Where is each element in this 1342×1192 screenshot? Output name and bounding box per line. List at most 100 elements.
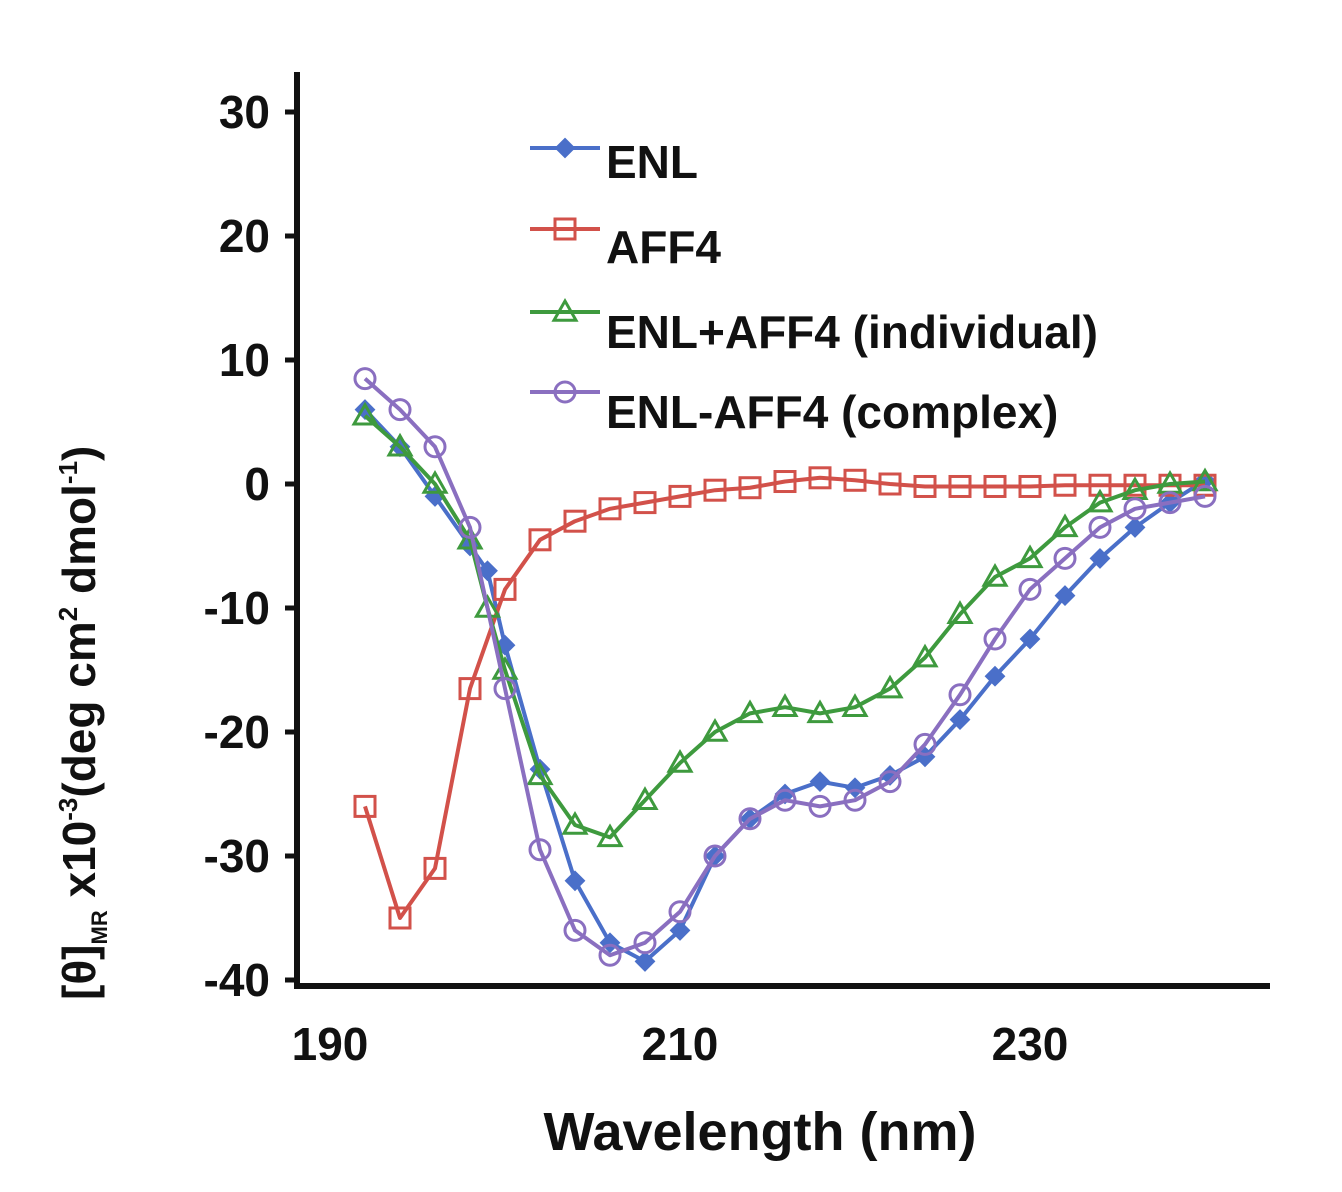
data-point	[421, 469, 449, 494]
data-point	[949, 709, 971, 731]
data-point	[771, 693, 799, 717]
y-axis-title-part1: x10	[53, 821, 105, 911]
data-point	[946, 600, 974, 624]
data-point	[738, 807, 762, 831]
data-point	[669, 919, 691, 941]
data-point	[631, 786, 659, 810]
y-tick-label: -20	[204, 706, 270, 758]
data-point	[878, 472, 902, 496]
x-tick-label: 230	[992, 1018, 1069, 1070]
y-axis-title-part2: (deg cm	[53, 621, 105, 797]
y-tick-label: 30	[219, 86, 270, 138]
legend-label: AFF4	[606, 221, 721, 273]
data-point	[596, 823, 624, 848]
data-point	[1123, 473, 1147, 497]
data-point	[913, 732, 937, 756]
data-point	[1193, 484, 1217, 508]
data-point	[1086, 488, 1114, 513]
data-point	[913, 474, 937, 498]
legend-item: ENL-AFF4 (complex)	[530, 380, 1058, 438]
series-1	[353, 466, 1217, 930]
data-point	[983, 474, 1007, 498]
series-line	[363, 377, 1206, 958]
data-point	[1019, 628, 1041, 650]
data-point	[458, 677, 482, 701]
data-point	[563, 509, 587, 533]
data-point	[1123, 497, 1147, 521]
data-point	[598, 943, 622, 967]
data-point	[1054, 585, 1076, 607]
data-point	[668, 484, 692, 508]
data-point	[1158, 491, 1182, 515]
data-point	[948, 683, 972, 707]
data-point	[876, 674, 904, 699]
axes	[294, 72, 1270, 989]
data-point	[493, 677, 517, 701]
data-point	[808, 794, 832, 818]
legend-item: ENL	[530, 136, 698, 188]
y-axis-title-bracket: [θ]	[53, 944, 105, 1000]
y-tick-label: 0	[244, 458, 270, 510]
data-point	[701, 717, 729, 742]
data-point	[1051, 513, 1079, 538]
data-point	[703, 478, 727, 502]
data-point	[1089, 547, 1111, 569]
y-ticks: 30 20 10 0 -10 -20 -30 -40	[204, 86, 297, 1006]
data-point	[353, 794, 377, 818]
data-point	[526, 761, 554, 786]
data-point	[456, 525, 484, 550]
data-point	[386, 432, 414, 457]
data-point	[806, 699, 834, 724]
data-point	[528, 528, 552, 552]
legend-label: ENL	[606, 136, 698, 188]
data-point	[1088, 515, 1112, 539]
y-axis-title-subscript: MR	[87, 910, 112, 944]
x-tick-label: 190	[292, 1018, 369, 1070]
data-point	[1088, 473, 1112, 497]
data-point	[423, 435, 447, 459]
series-line	[363, 408, 1207, 964]
data-point	[809, 771, 831, 793]
data-point	[1053, 473, 1077, 497]
y-tick-label: 20	[219, 210, 270, 262]
data-point	[561, 810, 589, 835]
y-axis-title-sup2: 2	[53, 607, 83, 621]
data-point	[703, 844, 727, 868]
data-point	[634, 950, 656, 972]
data-point	[458, 515, 482, 539]
data-point	[1053, 546, 1077, 570]
series-3	[353, 367, 1217, 967]
legend-swatch-marker	[554, 137, 576, 159]
data-point	[1191, 467, 1219, 492]
data-point	[351, 401, 379, 426]
data-point	[477, 560, 498, 582]
legend-swatch-marker	[553, 217, 577, 241]
data-point	[1018, 474, 1042, 498]
data-point	[668, 900, 692, 924]
legend: ENL AFF4 ENL+AFF4 (individual) ENL-AFF4 (co…	[530, 136, 1098, 438]
data-point	[1018, 577, 1042, 601]
data-point	[563, 918, 587, 942]
data-point	[666, 748, 694, 773]
data-point	[843, 468, 867, 492]
legend-swatch-marker	[553, 380, 577, 404]
data-point	[808, 466, 832, 490]
data-point	[878, 770, 902, 794]
data-point	[1124, 516, 1146, 538]
data-point	[736, 699, 764, 724]
data-point	[773, 470, 797, 494]
y-axis-title: [θ]MR x10-3(deg cm2 dmol-1)	[53, 446, 112, 1000]
y-axis-title-part4: )	[53, 446, 105, 461]
data-point	[773, 788, 797, 812]
legend-item: ENL+AFF4 (individual)	[530, 297, 1098, 358]
y-tick-label: -10	[204, 582, 270, 634]
data-point	[841, 693, 869, 717]
data-point	[911, 643, 939, 668]
data-point	[843, 788, 867, 812]
y-tick-label: 10	[219, 334, 270, 386]
data-point	[493, 577, 517, 601]
x-axis-title: Wavelength (nm)	[543, 1102, 976, 1162]
legend-label: ENL-AFF4 (complex)	[606, 386, 1058, 438]
legend-swatch-marker	[551, 297, 579, 322]
